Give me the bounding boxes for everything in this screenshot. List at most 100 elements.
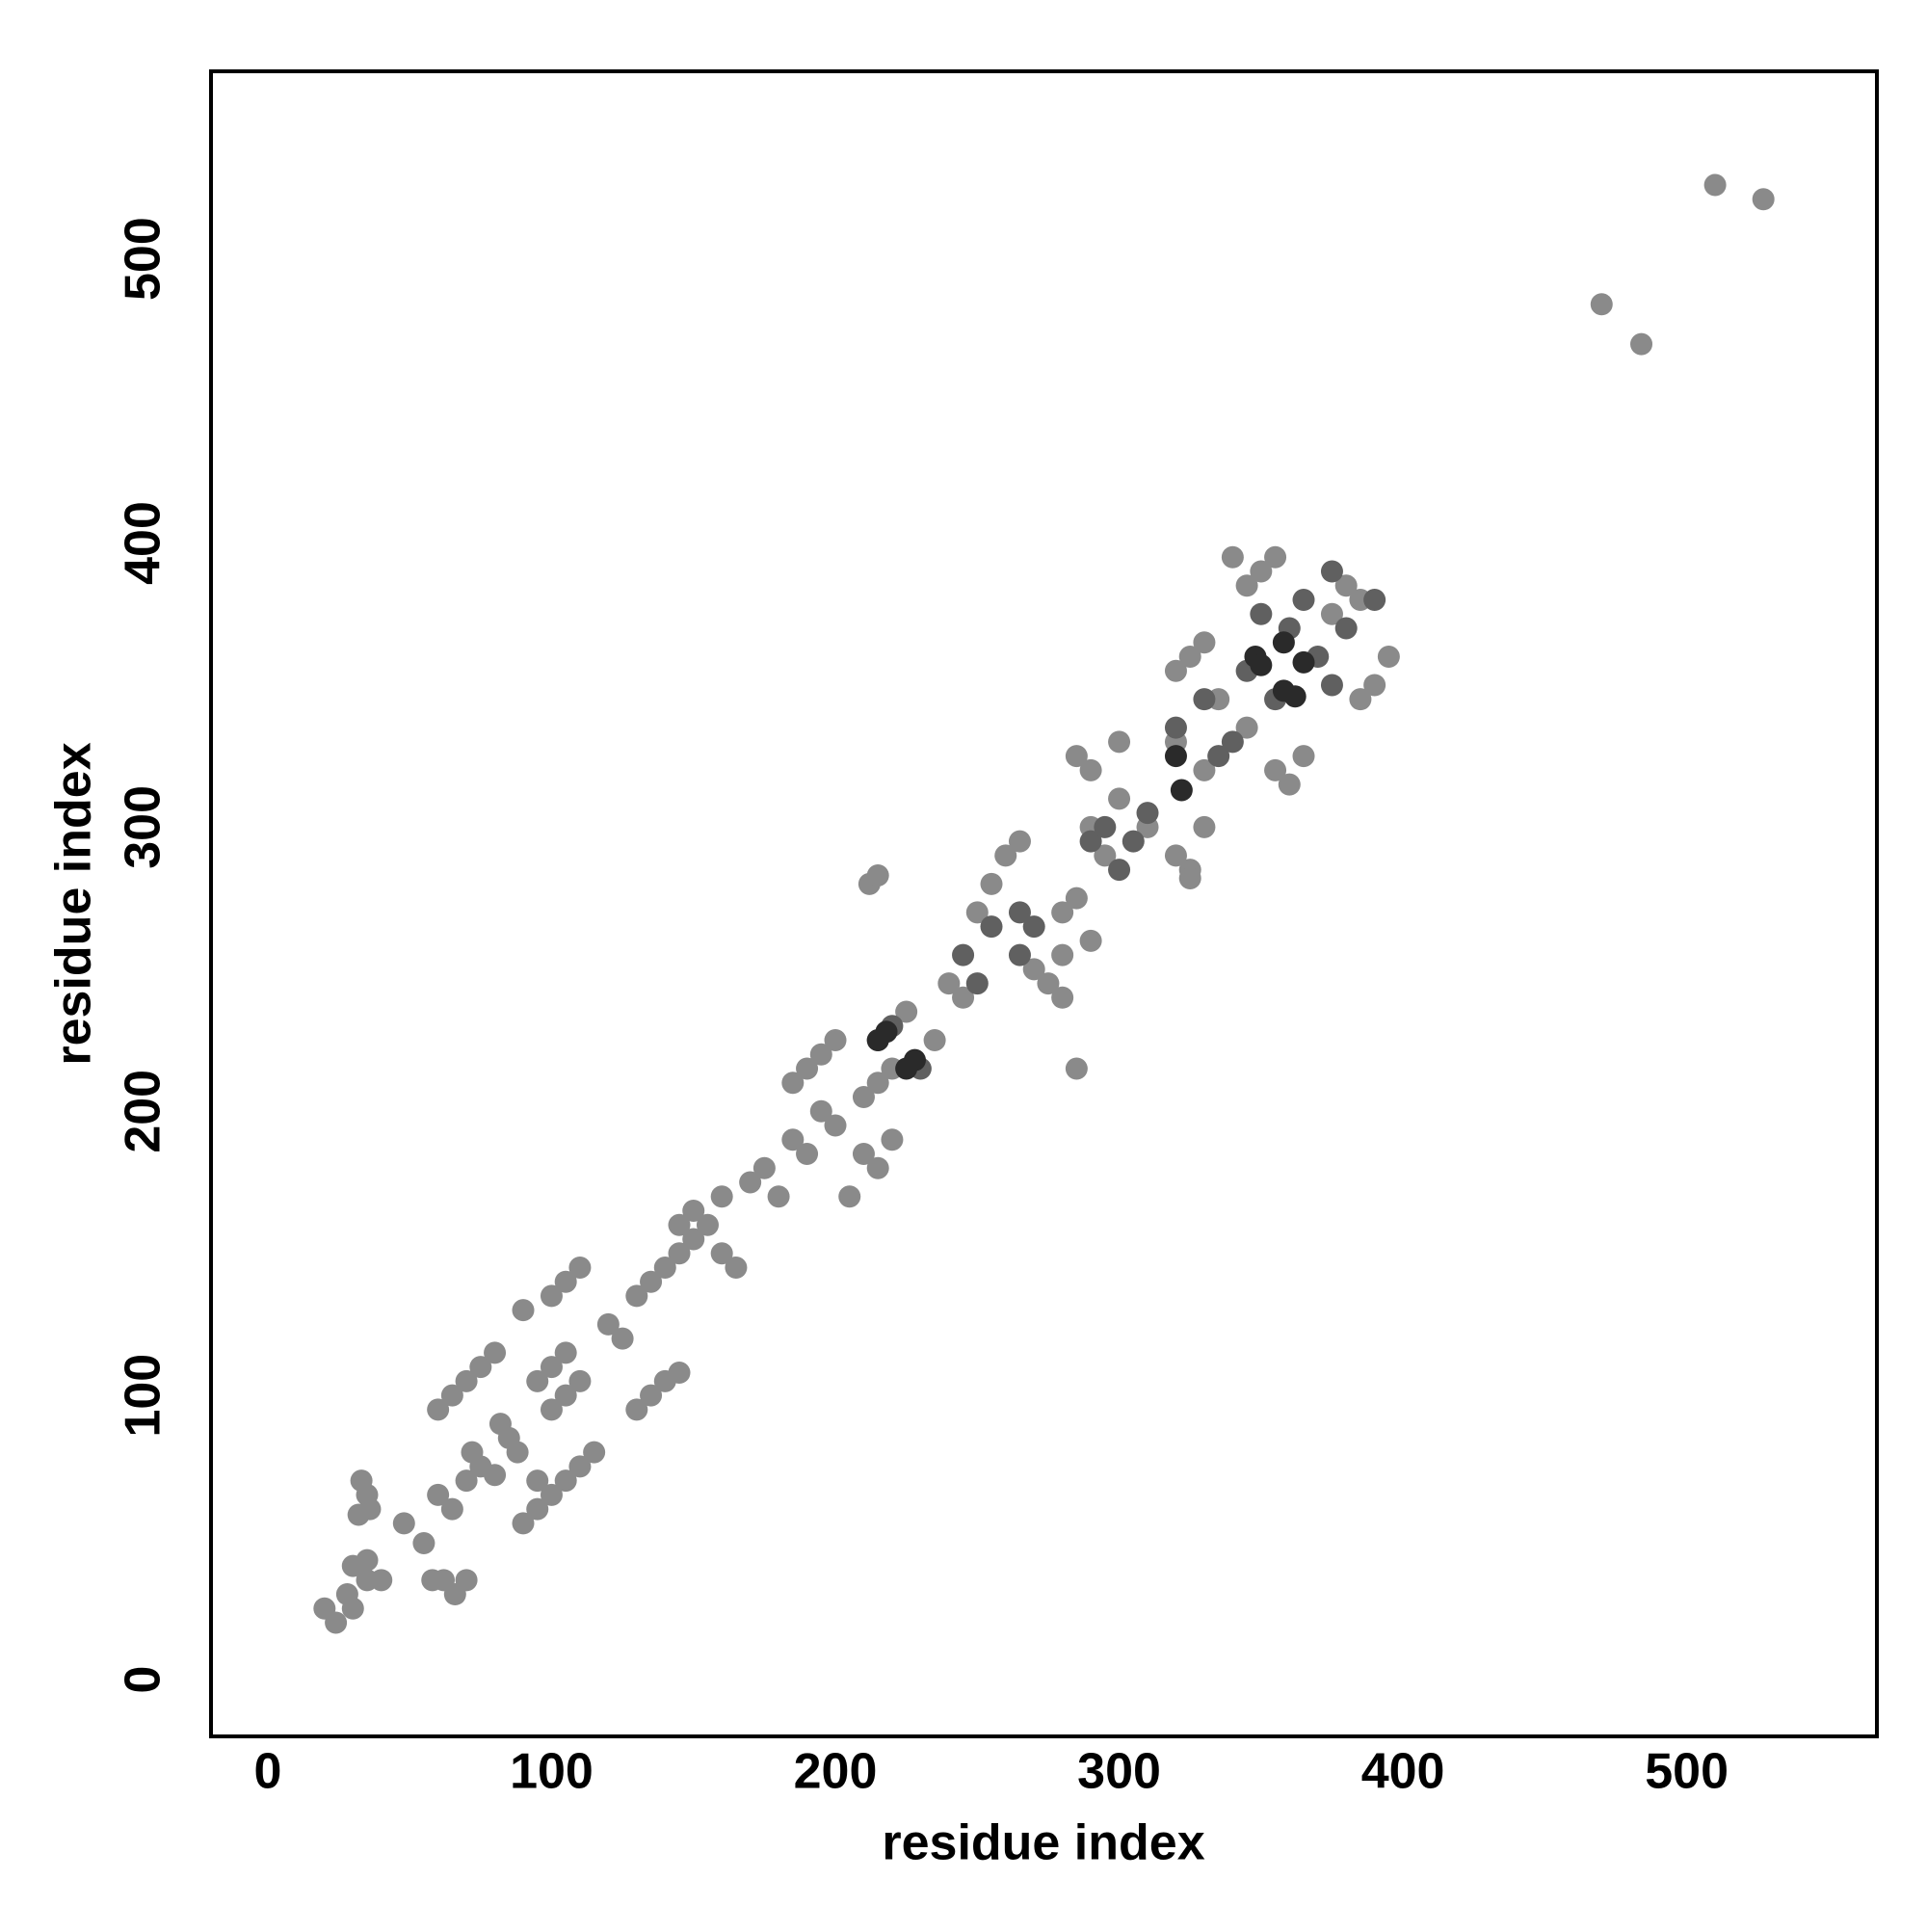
point <box>554 1270 577 1293</box>
point <box>1108 787 1131 810</box>
point <box>752 1156 776 1179</box>
point <box>1178 645 1201 668</box>
point <box>1235 716 1258 739</box>
point <box>710 1185 733 1208</box>
point <box>1250 602 1273 625</box>
point <box>1292 745 1315 768</box>
point <box>952 986 975 1009</box>
point <box>554 1384 577 1407</box>
point <box>668 1213 691 1236</box>
x-tick-label: 100 <box>510 1744 594 1800</box>
point <box>1221 545 1244 569</box>
point <box>682 1199 705 1222</box>
point <box>1221 730 1244 754</box>
point <box>1079 830 1102 853</box>
point <box>1022 958 1045 981</box>
point <box>852 1086 875 1109</box>
point <box>903 1048 926 1072</box>
point <box>1349 688 1372 711</box>
point <box>1283 685 1307 708</box>
point <box>796 1057 819 1080</box>
point <box>461 1441 484 1464</box>
y-tick-label: 300 <box>116 785 172 869</box>
y-tick-label: 200 <box>116 1070 172 1153</box>
x-tick-label: 200 <box>794 1744 878 1800</box>
point <box>1008 830 1031 853</box>
point <box>937 972 961 995</box>
x-tick-label: 0 <box>253 1744 281 1800</box>
point <box>568 1256 592 1279</box>
point <box>469 1356 492 1379</box>
point <box>596 1312 620 1336</box>
point <box>1320 674 1343 697</box>
point <box>653 1256 676 1279</box>
point <box>512 1299 535 1322</box>
point <box>838 1185 861 1208</box>
point <box>824 1114 847 1137</box>
y-tick-label: 400 <box>116 501 172 585</box>
point <box>1264 545 1287 569</box>
point <box>554 1469 577 1493</box>
point <box>767 1185 790 1208</box>
point <box>668 1242 691 1265</box>
point <box>427 1483 450 1506</box>
y-tick-label: 100 <box>116 1354 172 1438</box>
point <box>1164 844 1187 867</box>
point <box>866 1072 889 1095</box>
point <box>350 1469 373 1493</box>
point <box>1235 574 1258 597</box>
point <box>440 1497 463 1521</box>
point <box>668 1362 691 1385</box>
point <box>568 1455 592 1478</box>
point <box>1334 574 1358 597</box>
point <box>1250 560 1273 583</box>
point <box>488 1413 512 1436</box>
point <box>1108 859 1131 882</box>
point <box>1136 802 1159 825</box>
y-tick-label: 500 <box>116 217 172 301</box>
point <box>506 1441 529 1464</box>
point <box>583 1441 606 1464</box>
point <box>1630 332 1653 356</box>
point <box>866 864 889 887</box>
point <box>1051 901 1074 924</box>
point <box>781 1128 805 1151</box>
point <box>412 1531 436 1554</box>
point <box>1008 943 1031 966</box>
point <box>625 1284 648 1308</box>
x-axis-title: residue index <box>882 1815 1204 1871</box>
point <box>1164 659 1187 682</box>
point <box>625 1398 648 1421</box>
point <box>781 1072 805 1095</box>
point <box>895 1000 918 1023</box>
point <box>540 1284 563 1308</box>
point <box>325 1611 348 1634</box>
point <box>1292 650 1315 674</box>
point <box>1377 645 1400 668</box>
point <box>1022 915 1045 939</box>
point <box>1170 779 1193 802</box>
point <box>809 1099 832 1123</box>
point <box>540 1398 563 1421</box>
point <box>370 1569 393 1592</box>
point <box>1065 1057 1088 1080</box>
point <box>710 1242 733 1265</box>
point <box>725 1256 748 1279</box>
point <box>1065 887 1088 910</box>
point <box>1207 745 1230 768</box>
point <box>1334 617 1358 640</box>
point <box>1278 773 1301 796</box>
point <box>1108 730 1131 754</box>
point <box>994 844 1017 867</box>
x-tick-label: 400 <box>1361 1744 1445 1800</box>
point <box>540 1356 563 1379</box>
point <box>1008 901 1031 924</box>
point <box>1292 588 1315 611</box>
point <box>881 1128 904 1151</box>
point <box>540 1483 563 1506</box>
y-axis-title: residue index <box>46 742 102 1065</box>
point <box>1193 631 1216 654</box>
plot-frame <box>209 69 1879 1738</box>
point <box>980 915 1003 939</box>
